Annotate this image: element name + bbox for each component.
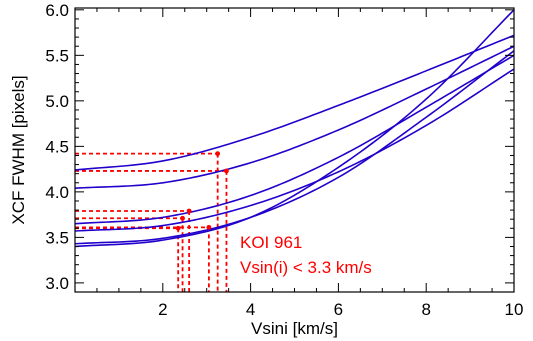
curve-3	[74, 54, 515, 225]
curve-2	[74, 45, 515, 190]
y-tick-label: 5.0	[45, 92, 69, 111]
y-tick-label: 3.5	[45, 228, 69, 247]
x-axis-title: Vsini [km/s]	[251, 319, 338, 338]
curve-6	[74, 68, 515, 232]
curve-4	[74, 50, 515, 245]
markers	[175, 151, 229, 231]
marker-1	[215, 151, 221, 157]
marker-5	[206, 224, 212, 230]
x-axis: 2 4 6 8 10	[96, 8, 524, 319]
annotation-limit: Vsin(i) < 3.3 km/s	[240, 258, 372, 277]
y-tick-label: 3.0	[45, 274, 69, 293]
x-tick-label: 4	[246, 300, 255, 319]
x-tick-label: 6	[334, 300, 343, 319]
curves	[74, 9, 515, 248]
x-tick-label: 2	[158, 300, 167, 319]
marker-2	[224, 168, 229, 174]
curve-1	[74, 34, 515, 171]
annotation-target: KOI 961	[240, 233, 302, 252]
marker-4	[180, 215, 185, 221]
y-axis: 3.0 3.5 4.0 4.5 5.0 5.5 6.0	[45, 1, 514, 293]
x-tick-label: 10	[505, 300, 524, 319]
marker-6	[175, 225, 181, 231]
y-axis-title: XCF FWHM [pixels]	[9, 75, 28, 224]
marker-3	[186, 208, 192, 214]
y-tick-label: 4.5	[45, 137, 69, 156]
y-tick-label: 5.5	[45, 46, 69, 65]
x-tick-label: 8	[421, 300, 430, 319]
y-tick-label: 6.0	[45, 1, 69, 20]
y-tick-label: 4.0	[45, 183, 69, 202]
curve-5	[74, 9, 515, 248]
